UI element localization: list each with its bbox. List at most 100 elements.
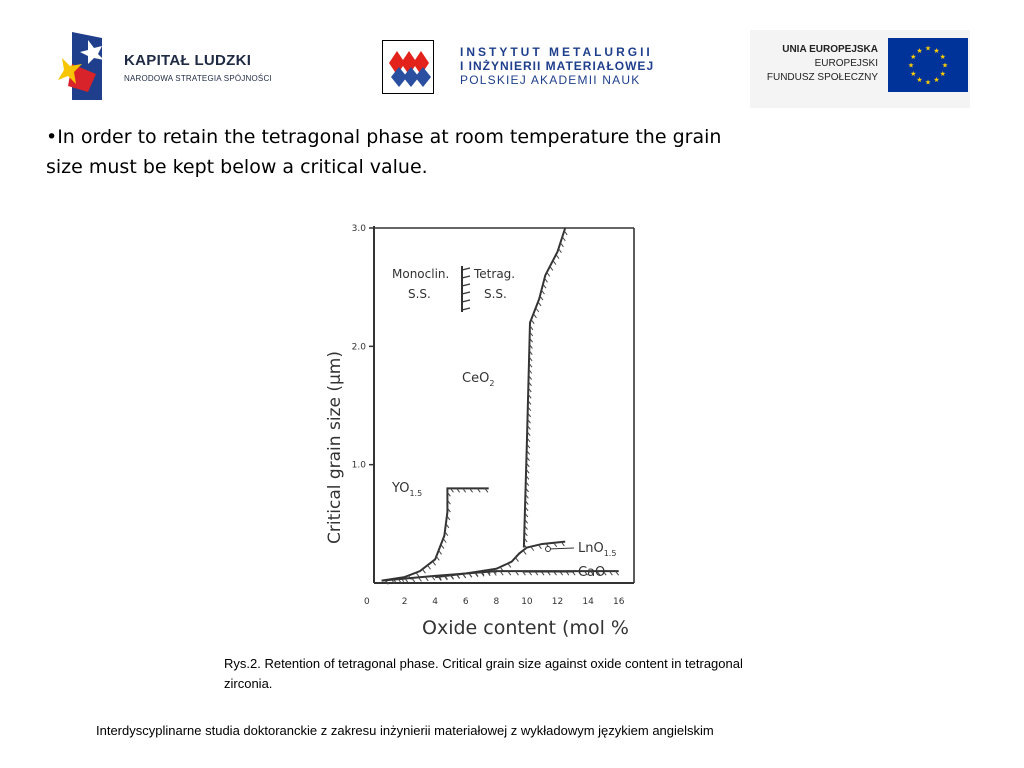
series-hatch [432, 561, 437, 566]
imim-pan-logo: INSTYTUT METALURGII I INŻYNIERII MATERIA… [380, 38, 680, 98]
series-hatch [529, 325, 534, 331]
series-line-ceo2 [522, 227, 567, 548]
series-hatch [418, 577, 422, 582]
series-hatch [526, 431, 531, 436]
series-hatch [553, 542, 558, 548]
series-hatch [525, 481, 530, 487]
series-hatch [526, 425, 531, 430]
series-hatch [523, 531, 528, 537]
series-hatch [524, 506, 529, 512]
series-hatch [515, 557, 519, 562]
eu-star-icon: ★ [908, 62, 914, 70]
y-tick-label: 2.0 [352, 342, 367, 352]
series-hatch [437, 576, 442, 582]
imim-line-2: I INŻYNIERII MATERIAŁOWEJ [460, 59, 655, 73]
series-label-ceo: CeO2 [462, 371, 494, 388]
series-hatch [537, 301, 542, 307]
series-hatch [447, 491, 451, 497]
series-hatch [492, 571, 497, 576]
series-hatch [435, 556, 440, 561]
eu-star-icon: ★ [925, 79, 931, 87]
series-hatch [456, 488, 460, 493]
series-hatch [558, 248, 562, 254]
series-hatch [544, 277, 548, 283]
series-hatch [476, 488, 481, 493]
series-hatch [527, 418, 531, 424]
series-hatch [446, 515, 451, 521]
series-hatch [524, 500, 529, 505]
series-hatch [526, 443, 531, 449]
series-hatch [507, 570, 512, 576]
series-hatch [415, 572, 420, 577]
imim-line-3: POLSKIEJ AKADEMII NAUK [460, 73, 641, 87]
imim-emblem-box [382, 40, 434, 94]
series-line-cao [381, 570, 619, 582]
series-label-yo: YO1.5 [391, 481, 422, 498]
eu-line-1: UNIA EUROPEJSKA [782, 44, 878, 55]
series-hatch [524, 519, 529, 524]
kapital-ludzki-logo: KAPITAŁ LUDZKI NARODOWA STRATEGIA SPÓJNO… [58, 28, 308, 108]
series-hatch [546, 272, 551, 277]
series-hatch [450, 488, 454, 493]
eu-social-fund-logo: UNIA EUROPEJSKA EUROPEJSKI FUNDUSZ SPOŁE… [750, 30, 970, 108]
series-hatch [539, 295, 544, 301]
series-hatch [602, 570, 607, 576]
lno-leader-dot [545, 546, 551, 552]
monoclin-ss-label: S.S. [408, 287, 431, 301]
imim-emblem-icon [389, 51, 431, 87]
series-hatch [507, 563, 512, 568]
series-hatch [524, 525, 528, 530]
eu-star-icon: ★ [942, 62, 948, 70]
eu-flag-icon: ★★★★★★★★★ ★ ★★ [888, 38, 968, 92]
series-hatch [535, 307, 540, 313]
eu-star-icon: ★ [910, 53, 916, 61]
series-hatch [527, 387, 532, 393]
series-hatch [391, 579, 396, 585]
series-hatch [484, 488, 489, 493]
series-hatch [440, 544, 445, 549]
series-hatch [525, 468, 530, 474]
series-hatch [527, 406, 532, 412]
figure-caption: Rys.2. Retention of tetragonal phase. Cr… [224, 656, 743, 691]
monoclin-label: Monoclin. [392, 267, 449, 281]
series-hatch [480, 572, 485, 577]
series-hatch [524, 512, 529, 518]
series-hatch [529, 344, 533, 349]
series-hatch [447, 499, 451, 505]
kapital-ludzki-emblem-icon [58, 32, 104, 100]
series-hatch [608, 570, 613, 576]
eu-star-icon: ★ [933, 47, 939, 55]
series-hatch [397, 578, 402, 584]
eu-star-icon: ★ [940, 70, 946, 78]
eu-star-icon: ★ [916, 76, 922, 84]
y-tick-label: 1.0 [352, 461, 367, 471]
series-hatch [525, 493, 529, 499]
phase-boundary-hatch [461, 267, 471, 311]
series-hatch [577, 570, 582, 576]
series-hatch [549, 266, 554, 271]
series-hatch [529, 331, 534, 337]
tetrag-ss-label: S.S. [484, 287, 507, 301]
series-hatch [560, 541, 565, 547]
series-hatch [462, 573, 467, 579]
series-hatch [438, 550, 443, 555]
bullet-point: •In order to retain the tetragonal phase… [46, 126, 722, 178]
series-hatch [522, 570, 526, 576]
series-hatch [411, 577, 416, 583]
eu-star-icon: ★ [940, 53, 946, 61]
series-hatch [525, 462, 530, 468]
y-axis-label: Critical grain size (μm) [325, 351, 345, 544]
series-hatch [528, 369, 533, 374]
imim-line-1: INSTYTUT METALURGII [460, 45, 653, 59]
x-tick-zero: 0 [364, 597, 370, 607]
series-hatch [431, 575, 436, 581]
series-hatch [456, 573, 460, 579]
series-hatch [615, 570, 619, 576]
series-hatch [561, 236, 566, 242]
x-tick-label: 6 [463, 597, 469, 607]
series-hatch [559, 242, 564, 248]
series-hatch [533, 313, 537, 319]
x-tick-label: 8 [493, 597, 499, 607]
eu-star-icon: ★ [916, 47, 922, 55]
series-hatch [584, 570, 588, 576]
